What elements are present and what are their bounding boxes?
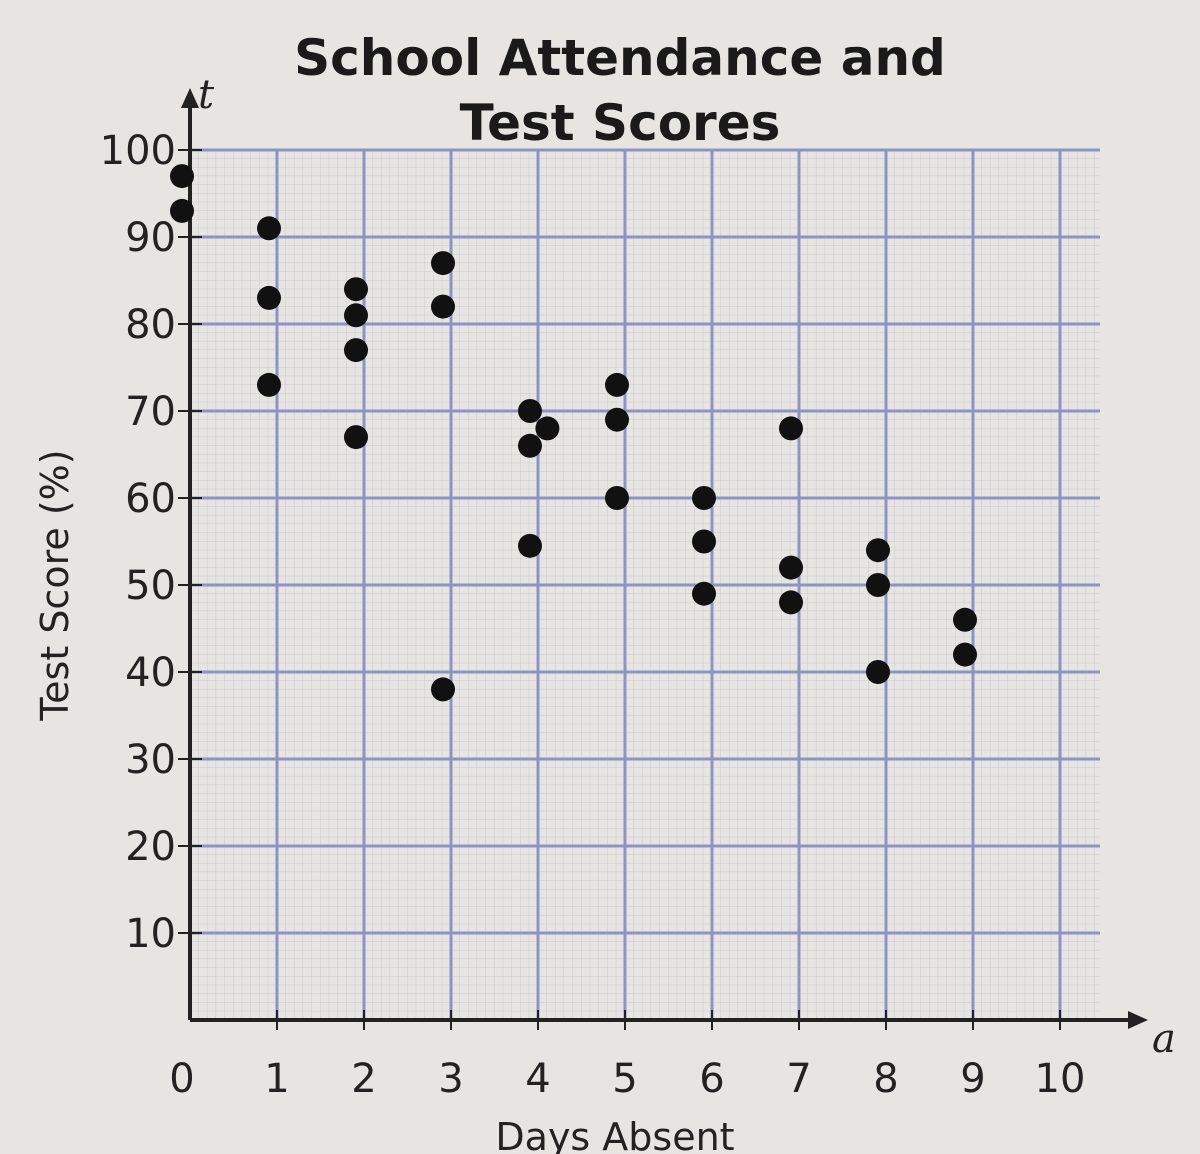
y-axis-label: Test Score (%)	[33, 449, 77, 721]
x-tick-label: 5	[612, 1056, 637, 1102]
y-tick-label: 50	[125, 563, 176, 609]
data-point	[692, 486, 716, 510]
y-tick-label: 10	[125, 911, 176, 957]
x-axis-arrow-icon	[1128, 1011, 1148, 1029]
y-tick-label: 40	[125, 650, 176, 696]
data-point	[692, 581, 716, 606]
y-tick-label: 20	[125, 824, 176, 870]
y-tick-label: 90	[125, 215, 176, 261]
x-variable-label: a	[1152, 1016, 1176, 1062]
data-point	[605, 372, 629, 397]
data-point	[953, 642, 977, 667]
x-tick-label: 1	[264, 1056, 289, 1102]
chart-title-line-1: School Attendance and	[294, 29, 946, 87]
data-point	[953, 607, 977, 632]
data-point	[344, 277, 368, 302]
x-tick-label: 9	[960, 1056, 985, 1102]
y-tick-label: 30	[125, 737, 176, 783]
y-tick-label: 60	[125, 476, 176, 522]
data-point	[170, 198, 194, 223]
data-point	[170, 164, 194, 189]
x-tick-label: 3	[438, 1056, 463, 1102]
data-point	[257, 285, 281, 310]
x-tick-label: 10	[1035, 1056, 1086, 1102]
data-point	[344, 338, 368, 363]
x-tick-label: 2	[351, 1056, 376, 1102]
data-point	[518, 533, 542, 558]
data-point	[431, 294, 455, 319]
data-point	[257, 372, 281, 397]
data-point	[779, 590, 803, 615]
data-point	[518, 399, 542, 423]
data-points	[170, 164, 977, 702]
y-variable-label: t	[198, 72, 215, 118]
data-point	[866, 538, 890, 563]
data-point	[605, 407, 629, 432]
axes	[181, 88, 1148, 1029]
data-point	[257, 216, 281, 241]
data-point	[605, 486, 629, 510]
chart-title-line-2: Test Scores	[460, 94, 781, 152]
data-point	[431, 251, 455, 276]
data-point	[866, 573, 890, 597]
y-tick-label: 70	[125, 389, 176, 435]
x-tick-label: 6	[699, 1056, 724, 1102]
x-axis-label: Days Absent	[495, 1115, 734, 1154]
x-tick-label: 7	[786, 1056, 811, 1102]
y-tick-label: 100	[100, 128, 176, 174]
data-point	[779, 555, 803, 580]
data-point	[518, 433, 542, 458]
data-point	[692, 529, 716, 554]
y-tick-label: 80	[125, 302, 176, 348]
data-point	[344, 303, 368, 328]
x-tick-label: 4	[525, 1056, 550, 1102]
y-axis-arrow-icon	[181, 88, 199, 108]
data-point	[344, 425, 368, 450]
x-tick-label: 8	[873, 1056, 898, 1102]
x-tick-label: 0	[169, 1056, 194, 1102]
tick-labels: 0 1 2 3 4 5 6 7 8 9 10 10 20 30 40 50 60 70 80 90 100	[100, 128, 1086, 1102]
data-point	[866, 660, 890, 684]
data-point	[779, 416, 803, 441]
data-point	[535, 416, 560, 441]
data-point	[431, 677, 455, 702]
